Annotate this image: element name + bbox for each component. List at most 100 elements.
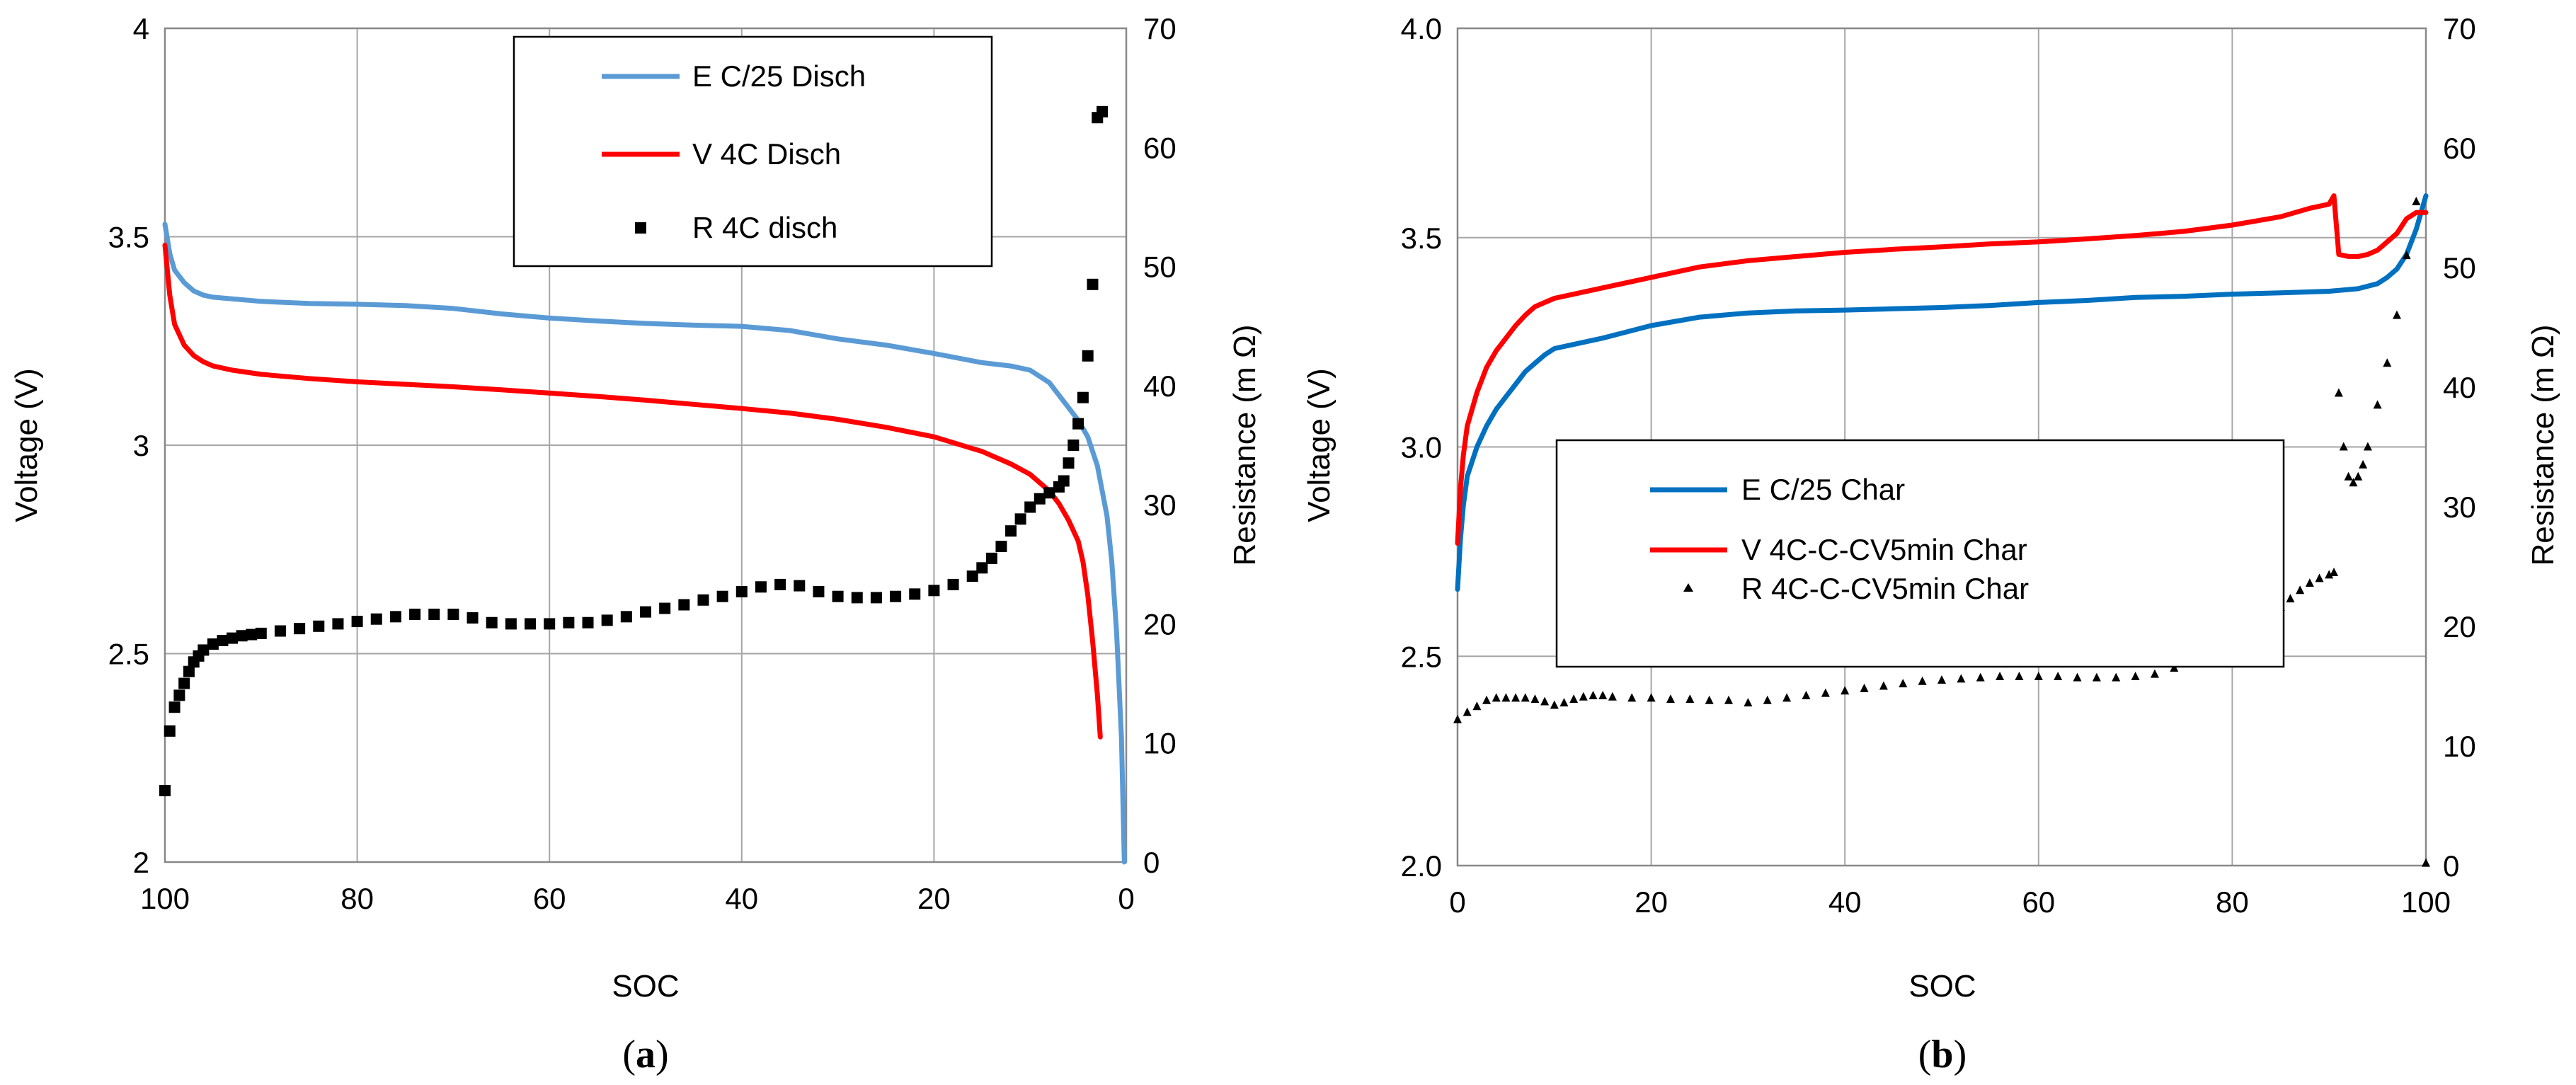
panel-b-series-2-point bbox=[2150, 669, 2159, 678]
panel-b-series-2-point bbox=[2334, 388, 2343, 397]
panel-a-right-tick: 60 bbox=[1143, 131, 1177, 164]
panel-a-legend: E C/25 Disch V 4C Disch R 4C disch bbox=[513, 35, 993, 268]
panel-a-series-2-point bbox=[640, 606, 651, 618]
panel-b-caption-open: ( bbox=[1918, 1033, 1932, 1077]
panel-a-series-2-point bbox=[505, 618, 517, 630]
panel-a-series-2-point bbox=[1087, 278, 1099, 290]
panel-b-legend-label-e: E C/25 Char bbox=[1741, 473, 1905, 506]
panel-b-series-2-point bbox=[1782, 693, 1792, 702]
panel-a-series-2-point bbox=[582, 616, 594, 628]
panel-b-series-2-point bbox=[2092, 672, 2101, 682]
panel-b-x-tick: 0 bbox=[1449, 885, 1465, 919]
panel-a-right-tick: 70 bbox=[1143, 12, 1177, 45]
panel-a-series-2-point bbox=[1034, 493, 1046, 505]
panel-a-series-2-point bbox=[813, 585, 825, 597]
panel-b-series-2-point bbox=[1569, 694, 1579, 704]
panel-b-series-2-point bbox=[1559, 698, 1569, 707]
panel-a-series-2-point bbox=[995, 541, 1007, 553]
panel-b-series-2-point bbox=[1627, 693, 1637, 702]
panel-b-right-tick: 0 bbox=[2443, 849, 2459, 883]
panel-a-series-2-point bbox=[966, 570, 978, 582]
panel-a-x-tick-labels: 100 80 60 40 20 0 bbox=[140, 882, 1135, 915]
panel-a-series-2-point bbox=[409, 608, 421, 620]
panel-b-series-2-point bbox=[1453, 714, 1462, 723]
panel-a-left-tick: 3 bbox=[133, 429, 149, 462]
panel-b-series-2-point bbox=[2402, 251, 2411, 260]
panel-b-series-2-point bbox=[1647, 693, 1656, 702]
panel-b-series-2-point bbox=[1501, 693, 1511, 702]
panel-b-series-2-point bbox=[1492, 693, 1501, 702]
panel-a-x-tick: 40 bbox=[725, 882, 758, 915]
panel-b-right-tick: 40 bbox=[2443, 371, 2476, 404]
panel-a-caption-letter: a bbox=[636, 1033, 656, 1077]
panel-a-series-2-point bbox=[985, 552, 997, 564]
panel-b-right-tick: 30 bbox=[2443, 490, 2476, 524]
panel-a-series-2-point bbox=[716, 590, 728, 602]
panel-b-series-2-point bbox=[2015, 671, 2024, 680]
panel-a-series-2-point bbox=[755, 581, 767, 593]
panel-a-series-2-point bbox=[466, 612, 479, 624]
panel-a-series-2-point bbox=[1014, 513, 1026, 525]
panel-a-legend-label-e: E C/25 Disch bbox=[692, 59, 866, 93]
panel-b-legend-label-r: R 4C-C-CV5min Char bbox=[1741, 572, 2029, 605]
panel-a-x-tick: 80 bbox=[340, 882, 374, 915]
panel-a-x-axis-label: SOC bbox=[612, 969, 679, 1004]
panel-b-series-2-point bbox=[1530, 694, 1540, 704]
panel-b-series-2-point bbox=[1666, 694, 1675, 704]
panel-a-right-tick: 40 bbox=[1143, 369, 1177, 403]
panel-b-series-2-point bbox=[1937, 675, 1946, 684]
panel-b-series-2-point bbox=[1802, 691, 1811, 700]
panel-b-series bbox=[1453, 193, 2430, 867]
panel-b-series-2-point bbox=[1462, 707, 1472, 716]
panel-b-series-2-point bbox=[1550, 700, 1559, 709]
panel-b-series-2-point bbox=[2339, 442, 2348, 451]
panel-b-series-2-point bbox=[1996, 671, 2005, 680]
panel-b-caption-letter: b bbox=[1931, 1033, 1953, 1077]
panel-b-left-tick: 4.0 bbox=[1401, 12, 1442, 45]
panel-a-series-2-point bbox=[332, 618, 344, 630]
panel-a-series-2-point bbox=[735, 585, 748, 597]
panel-a-x-tick: 20 bbox=[917, 882, 951, 915]
panel-b-series-2-point bbox=[1976, 672, 1985, 682]
panel-a-series-2-point bbox=[928, 585, 940, 597]
panel-b-series-2-point bbox=[2392, 310, 2401, 319]
panel-a-series-2-point bbox=[183, 665, 195, 677]
panel-b-right-tick: 50 bbox=[2443, 251, 2476, 285]
panel-b-left-tick: 2.5 bbox=[1401, 640, 1442, 673]
panel-a-series-2-point bbox=[428, 608, 440, 620]
panel-a-series-1-line bbox=[162, 242, 1103, 740]
panel-a-series-2-point bbox=[832, 590, 844, 602]
panel-b-series-2-point bbox=[1511, 693, 1521, 702]
panel-b-series-2-point bbox=[1685, 694, 1695, 704]
panel-b-series-2-point bbox=[1957, 674, 1966, 683]
panel-a-series-2-point bbox=[351, 616, 363, 628]
panel-a-series-2-point bbox=[1082, 350, 1094, 362]
panel-b-right-tick-labels: 0 10 20 30 40 50 60 70 bbox=[2443, 12, 2476, 883]
panel-b-x-tick: 40 bbox=[1828, 885, 1862, 919]
panel-a-series-2-point bbox=[447, 608, 459, 620]
panel-a-left-tick-labels: 2 2.5 3 3.5 4 bbox=[108, 12, 149, 879]
panel-b-series-2-point bbox=[2330, 567, 2339, 576]
panel-a-series-2-point bbox=[217, 634, 229, 646]
panel-a-caption-open: ( bbox=[622, 1033, 636, 1077]
panel-a-legend-label-r: R 4C disch bbox=[692, 211, 837, 244]
panel-a-left-tick: 3.5 bbox=[108, 221, 149, 254]
panel-b-series-2-point bbox=[1579, 691, 1588, 701]
panel-a-series-2-point bbox=[620, 611, 632, 623]
panel-b-series-2-point bbox=[2363, 442, 2372, 451]
panel-a-series-2-point bbox=[486, 616, 498, 628]
panel-a-left-tick: 2.5 bbox=[108, 638, 149, 671]
panel-b-series-2-point bbox=[2131, 671, 2140, 680]
panel-b-series-2-point bbox=[1860, 683, 1869, 692]
panel-a-series-0-line bbox=[162, 222, 1127, 865]
panel-a-plot-frame bbox=[164, 27, 1128, 863]
panel-a-series-2-point bbox=[389, 611, 401, 623]
panel-a-series-2-point bbox=[890, 590, 902, 602]
panel-a-right-tick-labels: 0 10 20 30 40 50 60 70 bbox=[1143, 12, 1177, 879]
panel-b-right-tick: 10 bbox=[2443, 730, 2476, 763]
panel-b-series-2-point bbox=[2286, 594, 2295, 603]
panel-b-series-2-point bbox=[1705, 695, 1714, 704]
panel-b-series-2-point bbox=[1588, 691, 1598, 700]
panel-a: 100 80 60 40 20 0 2 2.5 3 3.5 4 0 10 20 30 40 50 60 70 S… bbox=[9, 12, 1262, 1077]
